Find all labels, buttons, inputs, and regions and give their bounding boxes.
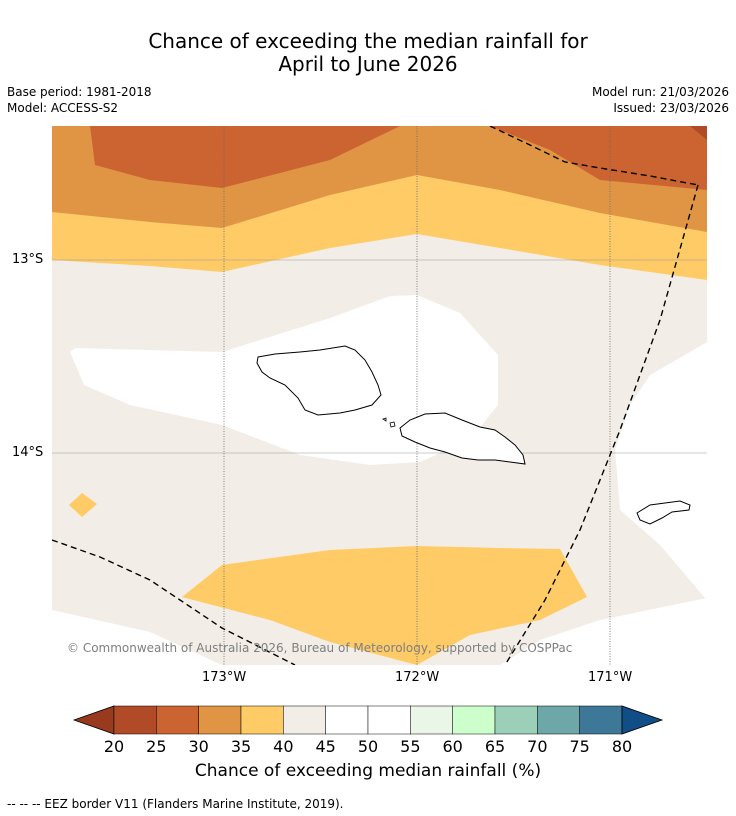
upolu-island xyxy=(399,412,526,465)
colorbar-segment xyxy=(283,705,326,735)
region-45-55-southeast xyxy=(500,598,707,665)
colorbar-segment xyxy=(156,705,199,735)
colorbar-segment xyxy=(537,705,580,735)
colorbar-tick-label: 55 xyxy=(400,737,421,756)
title-line-1: Chance of exceeding the median rainfall … xyxy=(148,29,588,53)
colorbar-segment xyxy=(410,705,453,735)
title-line-2: April to June 2026 xyxy=(278,52,458,76)
lon-label-171w: 171°W xyxy=(588,670,633,685)
colorbar-segment xyxy=(240,705,284,735)
colorbar-segment xyxy=(367,705,411,735)
lat-label-13s: 13°S xyxy=(12,252,44,267)
eez-footnote: -- -- -- EEZ border V11 (Flanders Marine… xyxy=(7,797,344,811)
colorbar-tick-label: 50 xyxy=(357,737,379,756)
manono-island xyxy=(389,421,396,428)
colorbar-tick-label: 80 xyxy=(611,737,633,756)
lat-label-14s: 14°S xyxy=(12,445,44,460)
colorbar-tick-label: 75 xyxy=(569,737,590,756)
lon-label-173w: 173°W xyxy=(202,670,247,685)
colorbar-segment xyxy=(452,705,496,735)
colorbar-segment xyxy=(113,705,157,735)
region-45-55-south xyxy=(52,610,222,665)
copyright-text: © Commonwealth of Australia 2026, Bureau… xyxy=(67,641,573,655)
tutuila-island xyxy=(636,500,691,525)
map-title: Chance of exceeding the median rainfall … xyxy=(0,30,736,76)
colorbar-title: Chance of exceeding median rainfall (%) xyxy=(194,761,542,781)
savaii-island xyxy=(256,345,382,416)
colorbar-tick-label: 70 xyxy=(527,737,548,756)
colorbar-tick-label: 20 xyxy=(103,737,125,756)
colorbar-tick-label: 25 xyxy=(146,737,167,756)
colorbar-segment xyxy=(325,705,369,735)
region-45-55-east xyxy=(615,342,707,598)
rainfall-map xyxy=(52,126,707,665)
meta-right: Model run: 21/03/2026 Issued: 23/03/2026 xyxy=(592,84,729,116)
colorbar-tick-label: 45 xyxy=(315,737,336,756)
region-35-40-south xyxy=(182,546,587,665)
model-text: Model: ACCESS-S2 xyxy=(7,101,119,115)
colorbar-extend-high xyxy=(621,705,664,735)
lon-label-172w: 172°W xyxy=(395,670,440,685)
colorbar xyxy=(72,705,664,735)
colorbar-tick-label: 35 xyxy=(230,737,252,756)
base-period-text: Base period: 1981-2018 xyxy=(7,85,152,99)
meta-left: Base period: 1981-2018 Model: ACCESS-S2 xyxy=(7,84,152,116)
colorbar-tick-label: 65 xyxy=(484,737,506,756)
model-run-text: Model run: 21/03/2026 xyxy=(591,85,729,99)
region-20-25-corner xyxy=(690,126,707,140)
region-25-30-west xyxy=(90,126,400,188)
region-35-40-patch xyxy=(69,493,97,517)
colorbar-extend-low xyxy=(72,705,115,735)
graticule-lat xyxy=(52,259,707,454)
colorbar-segment xyxy=(494,705,538,735)
issued-text: Issued: 23/03/2026 xyxy=(613,101,729,115)
apolima-island xyxy=(382,417,387,422)
eez-border xyxy=(52,126,699,665)
colorbar-segment xyxy=(198,705,242,735)
colorbar-tick-label: 30 xyxy=(188,737,209,756)
region-25-30-east xyxy=(90,126,707,190)
colorbar-tick-label: 60 xyxy=(442,737,463,756)
colorbar-tick-label: 40 xyxy=(273,737,294,756)
colorbar-segment xyxy=(579,705,623,735)
